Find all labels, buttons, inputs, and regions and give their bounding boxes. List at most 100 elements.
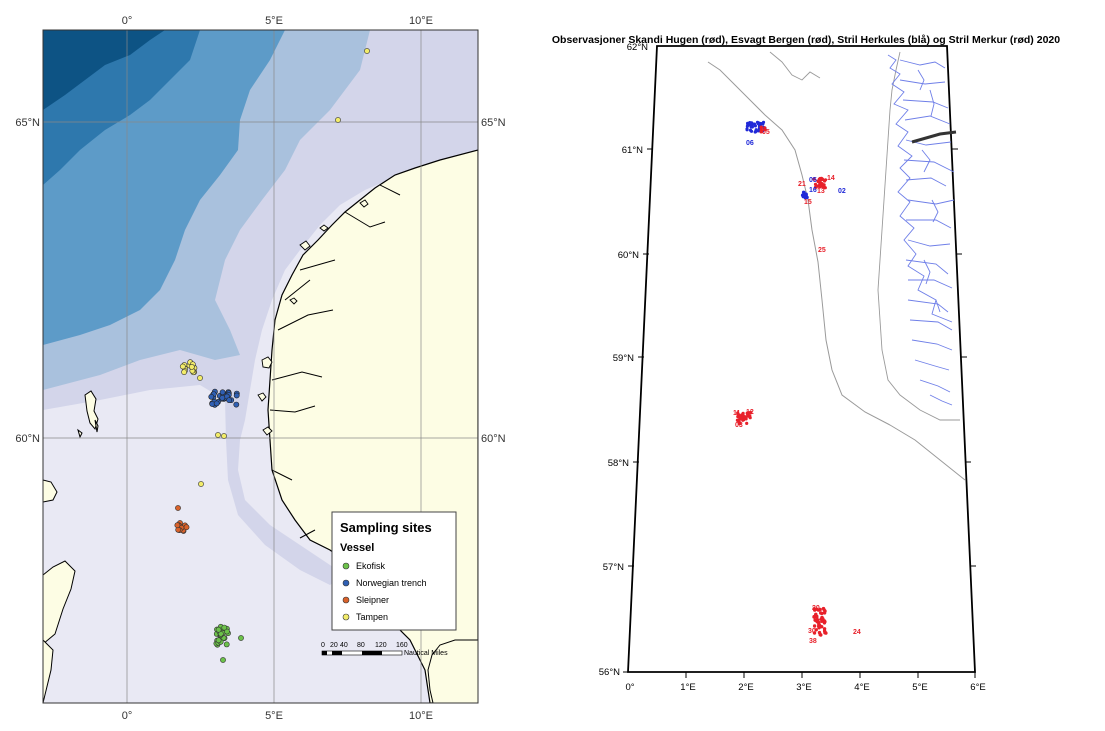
- obs-point-blue: [754, 128, 758, 132]
- obs-point-red: [738, 422, 742, 426]
- lon-label: 4°E: [854, 682, 869, 693]
- legend-title: Sampling sites: [340, 520, 432, 535]
- depth-contour: [707, 61, 966, 481]
- norwegian-trench-site: [233, 392, 240, 399]
- obs-label: 14: [827, 175, 835, 182]
- norwegian-trench-site: [233, 401, 240, 408]
- right-lat-label: 60°N: [481, 433, 506, 445]
- obs-point-blue: [746, 121, 750, 125]
- obs-point-red: [741, 415, 745, 419]
- lat-label: 58°N: [608, 458, 629, 469]
- scale-tick: 160: [396, 642, 408, 649]
- tampen-site: [179, 363, 186, 370]
- obs-point-blue: [804, 192, 808, 196]
- obs-label: 21: [798, 181, 806, 188]
- legend-item-label: Norwegian trench: [356, 578, 427, 588]
- obs-point-blue: [751, 122, 755, 126]
- tampen-site: [181, 369, 187, 375]
- tampen-site: [364, 48, 370, 54]
- obs-point-red: [812, 631, 817, 635]
- tampen-site: [215, 432, 221, 438]
- obs-label: 20: [812, 605, 820, 612]
- obs-point-blue: [745, 128, 749, 132]
- ekofisk-site: [215, 637, 222, 644]
- top-lon-label: 0°: [122, 15, 133, 27]
- denmark-land: [427, 639, 478, 703]
- obs-point-red: [822, 611, 827, 615]
- obs-point-red: [748, 416, 752, 420]
- norway-coastline: [887, 54, 955, 406]
- obs-point-red: [812, 177, 816, 181]
- tampen-site: [335, 117, 341, 123]
- obs-label: 15: [804, 199, 812, 206]
- legend-item-label: Sleipner: [356, 595, 389, 605]
- obs-point-red: [763, 126, 767, 130]
- top-lon-label: 10°E: [409, 15, 433, 27]
- scale-tick: 120: [375, 642, 387, 649]
- obs-point-red: [759, 125, 763, 129]
- lon-label: 3°E: [796, 682, 811, 693]
- legend-norwegian-trench-dot: [342, 579, 350, 587]
- obs-point-red: [812, 624, 817, 628]
- ekofisk-site: [223, 628, 230, 635]
- bottom-lon-label: 0°: [122, 710, 133, 722]
- lat-label: 57°N: [603, 562, 624, 573]
- left-lat-label: 60°N: [15, 433, 40, 445]
- lat-label: 56°N: [599, 667, 620, 678]
- observation-points: [735, 120, 828, 637]
- obs-label: 12: [746, 409, 754, 416]
- obs-label: 06: [746, 140, 754, 147]
- obs-point-red: [815, 618, 819, 623]
- obs-point-red: [819, 184, 823, 188]
- obs-point-red: [814, 185, 818, 189]
- scale-tick: 0: [321, 642, 325, 649]
- legend: Sampling sites Vessel Ekofisk Norwegian …: [331, 511, 457, 631]
- obs-point-red: [818, 178, 822, 182]
- bottom-lon-label: 5°E: [265, 710, 283, 722]
- obs-label: 16: [809, 187, 817, 194]
- ekofisk-site: [223, 641, 230, 648]
- ekofisk-site: [220, 657, 226, 663]
- norwegian-trench-site: [208, 393, 215, 400]
- coast-outline: [877, 51, 960, 421]
- obs-point-red: [821, 606, 826, 611]
- obs-point-blue: [749, 125, 753, 129]
- obs-point-red: [745, 411, 749, 415]
- obs-point-red: [735, 418, 739, 422]
- tampen-site: [221, 433, 227, 439]
- lat-label: 62°N: [627, 42, 648, 53]
- obs-point-red: [823, 179, 827, 183]
- obs-label: 05: [762, 129, 770, 136]
- scale-tick: 40: [340, 642, 348, 649]
- scale-tick: 80: [357, 642, 365, 649]
- legend-item-label: Tampen: [356, 612, 388, 622]
- obs-point-red: [748, 410, 753, 414]
- obs-point-red: [817, 622, 821, 627]
- norwegian-trench-site: [219, 389, 226, 396]
- observation-labels: 06 05 05 14 21 16 13 02 15 25 11 12 03 3…: [733, 129, 861, 645]
- obs-label: 30: [808, 628, 816, 635]
- deepest-basin: [43, 30, 165, 110]
- tampen-site: [197, 375, 203, 381]
- obs-point-red: [815, 614, 819, 618]
- obs-point-blue: [761, 120, 766, 124]
- sleipner-site: [183, 524, 190, 531]
- lon-labels: 0° 1°E 2°E 3°E 4°E 5°E 6°E: [625, 682, 985, 693]
- scale-bar: 0 20 40 80 120 160 Nautical Miles: [321, 642, 448, 657]
- fjord-dark-segment: [911, 130, 957, 144]
- sampling-sites-map: 0° 5°E 10°E 0° 5°E 10°E 65°N 60°N 65°N 6…: [15, 15, 506, 722]
- obs-point-red: [820, 617, 825, 621]
- lon-label: 6°E: [970, 682, 985, 693]
- norwegian-trench-site: [226, 397, 232, 403]
- obs-point-red: [741, 418, 745, 422]
- scotland-coast: [43, 479, 76, 703]
- obs-point-red: [759, 130, 763, 134]
- ekofisk-site: [238, 635, 244, 641]
- coastal-islands: [257, 199, 369, 436]
- obs-point-red: [823, 631, 827, 635]
- norwegian-trench-site: [213, 400, 220, 407]
- obs-label: 05: [809, 177, 817, 184]
- bottom-lon-label: 10°E: [409, 710, 433, 722]
- obs-point-red: [820, 611, 824, 616]
- obs-label: 03: [735, 422, 743, 429]
